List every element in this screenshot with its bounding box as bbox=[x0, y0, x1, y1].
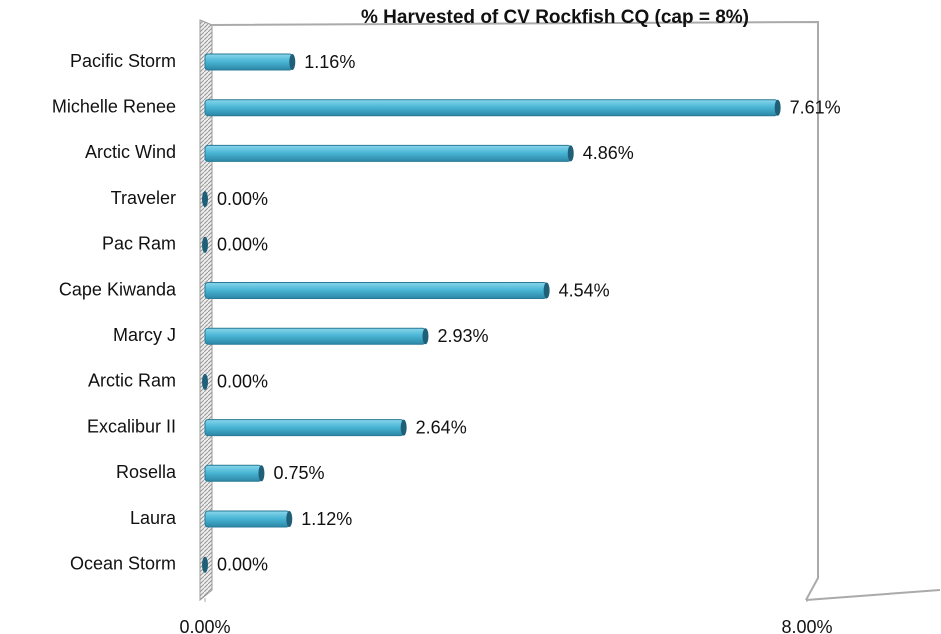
x-tick-label: 0.00% bbox=[179, 617, 230, 634]
y-tick-label: Marcy J bbox=[113, 325, 176, 345]
bar bbox=[204, 510, 293, 528]
value-label: 0.00% bbox=[217, 554, 268, 574]
y-tick-label: Arctic Wind bbox=[85, 142, 176, 162]
bar bbox=[202, 236, 208, 253]
bar bbox=[202, 556, 208, 573]
value-label: 0.00% bbox=[217, 189, 268, 209]
value-label: 4.86% bbox=[583, 143, 634, 163]
y-tick-label: Excalibur II bbox=[87, 416, 176, 436]
y-tick-label: Pacific Storm bbox=[70, 51, 176, 71]
value-label: 0.00% bbox=[217, 372, 268, 392]
y-tick-label: Pac Ram bbox=[102, 234, 176, 254]
value-label: 0.75% bbox=[273, 463, 324, 483]
y-tick-label: Ocean Storm bbox=[70, 553, 176, 573]
bar bbox=[204, 419, 407, 437]
value-label: 4.54% bbox=[559, 280, 610, 300]
value-label: 0.00% bbox=[217, 235, 268, 255]
left-wall bbox=[199, 19, 213, 602]
value-label: 1.16% bbox=[304, 52, 355, 72]
bar bbox=[204, 464, 265, 482]
y-tick-label: Arctic Ram bbox=[88, 371, 176, 391]
y-tick-label: Cape Kiwanda bbox=[59, 279, 177, 299]
bar bbox=[204, 327, 429, 345]
x-tick-label: 8.00% bbox=[781, 617, 832, 634]
chart-title: % Harvested of CV Rockfish CQ (cap = 8%) bbox=[361, 7, 749, 28]
y-tick-label: Laura bbox=[130, 508, 177, 528]
value-label: 2.93% bbox=[437, 326, 488, 346]
y-tick-label: Michelle Renee bbox=[52, 96, 176, 116]
value-label: 7.61% bbox=[790, 97, 841, 117]
back-wall bbox=[211, 20, 819, 601]
bar bbox=[204, 53, 296, 71]
bar bbox=[204, 99, 781, 117]
floor-edge bbox=[805, 589, 941, 601]
y-tick-label: Rosella bbox=[116, 462, 177, 482]
value-label: 2.64% bbox=[416, 417, 467, 437]
value-label: 1.12% bbox=[301, 509, 352, 529]
y-tick-label: Traveler bbox=[111, 188, 176, 208]
bar bbox=[202, 191, 208, 208]
bar bbox=[204, 144, 574, 162]
bar bbox=[202, 373, 208, 390]
bar bbox=[204, 282, 550, 299]
